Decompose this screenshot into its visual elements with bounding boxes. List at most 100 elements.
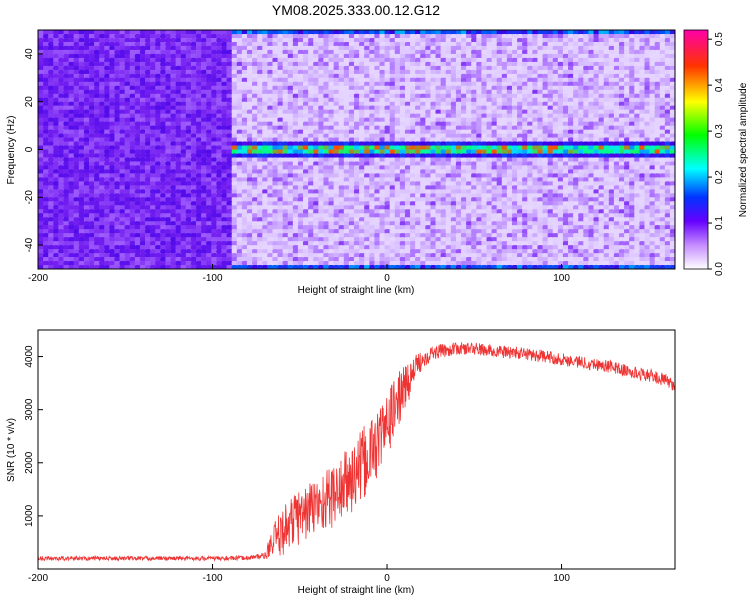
heat-cell	[384, 61, 391, 67]
heat-cell	[201, 185, 207, 190]
heat-cell	[236, 33, 243, 39]
heat-cell	[435, 257, 442, 262]
heat-cell	[267, 229, 274, 234]
heat-cell	[226, 201, 233, 206]
heat-cell	[252, 173, 258, 178]
heat-cell	[394, 69, 401, 75]
heat-cell	[257, 61, 263, 67]
heat-cell	[73, 117, 80, 123]
heat-cell	[420, 181, 426, 186]
heat-cell	[165, 261, 172, 266]
heat-cell	[384, 253, 391, 258]
heat-cell	[455, 265, 462, 269]
heat-cell	[241, 245, 248, 250]
heat-cell	[43, 109, 49, 115]
heat-cell	[78, 93, 85, 99]
heat-cell	[445, 85, 452, 91]
heat-cell	[226, 109, 233, 115]
heat-cell	[379, 149, 386, 155]
heat-cell	[195, 57, 202, 63]
heat-cell	[410, 249, 416, 254]
heat-cell	[333, 157, 340, 163]
heat-cell	[333, 73, 340, 79]
heat-cell	[389, 209, 396, 214]
heat-cell	[450, 209, 457, 214]
heat-cell	[201, 30, 207, 35]
heat-cell	[221, 77, 228, 83]
heat-cell	[201, 245, 207, 250]
heat-cell	[201, 237, 207, 242]
heat-cell	[109, 45, 116, 51]
heat-cell	[425, 137, 431, 143]
heat-cell	[221, 225, 228, 230]
heat-cell	[180, 77, 187, 83]
heat-cell	[165, 37, 172, 43]
heat-cell	[124, 209, 131, 214]
heat-cell	[450, 65, 457, 71]
heat-cell	[292, 33, 299, 39]
heat-cell	[221, 65, 228, 71]
heat-cell	[175, 89, 182, 95]
heat-cell	[150, 153, 156, 159]
heat-cell	[165, 65, 172, 71]
heat-cell	[262, 153, 268, 159]
heat-cell	[170, 77, 177, 83]
heat-cell	[282, 237, 289, 242]
heat-cell	[328, 229, 335, 234]
heat-cell	[297, 41, 304, 47]
heat-cell	[359, 145, 365, 151]
heat-cell	[43, 93, 49, 99]
heat-cell	[389, 249, 396, 254]
heat-cell	[119, 157, 126, 163]
heat-cell	[282, 265, 289, 269]
heat-cell	[241, 165, 248, 171]
heat-cell	[410, 93, 416, 99]
heat-cell	[134, 121, 141, 127]
heat-cell	[99, 121, 105, 127]
heat-cell	[68, 81, 75, 87]
heat-cell	[145, 149, 151, 155]
heat-cell	[119, 185, 126, 190]
heat-cell	[302, 61, 309, 67]
heat-cell	[231, 205, 238, 210]
heat-cell	[195, 93, 202, 99]
heat-cell	[369, 237, 375, 242]
heat-cell	[277, 81, 284, 87]
heat-cell	[343, 193, 350, 198]
heat-cell	[272, 253, 279, 258]
heat-cell	[323, 57, 330, 63]
heat-cell	[282, 225, 289, 230]
heat-cell	[282, 33, 289, 39]
heat-cell	[246, 137, 253, 143]
heat-cell	[109, 233, 116, 238]
heat-cell	[359, 221, 365, 226]
heat-cell	[364, 113, 370, 119]
heat-cell	[425, 81, 431, 87]
heat-cell	[88, 177, 95, 182]
heat-cell	[73, 201, 80, 206]
heat-cell	[124, 145, 131, 151]
heat-cell	[262, 30, 268, 35]
heat-cell	[155, 225, 161, 230]
heat-cell	[150, 201, 156, 206]
heat-cell	[272, 101, 279, 107]
heat-cell	[369, 65, 375, 71]
heat-cell	[68, 161, 75, 167]
heat-cell	[313, 153, 319, 159]
heat-cell	[277, 49, 284, 55]
heat-cell	[302, 73, 309, 79]
heat-cell	[109, 161, 116, 167]
heat-cell	[155, 105, 161, 111]
heat-cell	[216, 237, 223, 242]
heat-cell	[78, 261, 85, 266]
heat-cell	[201, 49, 207, 55]
heat-cell	[374, 197, 381, 202]
heat-cell	[226, 197, 233, 202]
heat-cell	[399, 209, 406, 214]
heat-cell	[88, 113, 95, 119]
heat-cell	[318, 141, 324, 147]
heat-cell	[73, 65, 80, 71]
heat-cell	[170, 169, 177, 174]
heat-cell	[435, 141, 442, 147]
heat-cell	[114, 209, 121, 214]
